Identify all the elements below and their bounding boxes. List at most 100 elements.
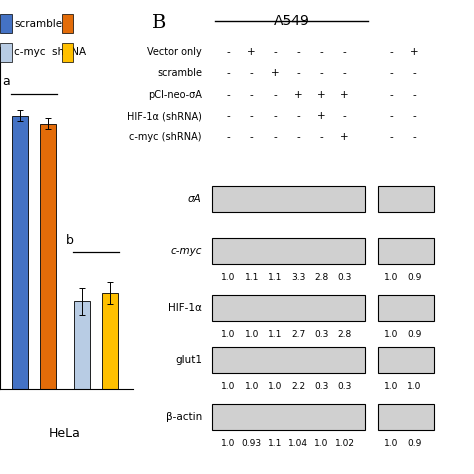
Text: 0.9: 0.9 (407, 273, 421, 282)
Text: -: - (227, 90, 230, 100)
Text: +: + (340, 132, 349, 143)
Text: -: - (296, 111, 300, 121)
Text: -: - (250, 90, 254, 100)
Text: -: - (250, 111, 254, 121)
Text: pCI-neo-σA: pCI-neo-σA (148, 90, 202, 100)
Bar (378, 404, 434, 430)
Text: 2.7: 2.7 (291, 330, 305, 338)
Text: 1.0: 1.0 (221, 382, 236, 391)
Text: -: - (343, 47, 346, 57)
Text: 1.0: 1.0 (384, 439, 398, 447)
Text: 3.3: 3.3 (291, 273, 305, 282)
Text: 1.0: 1.0 (407, 382, 421, 391)
Text: HIF-1α (shRNA): HIF-1α (shRNA) (127, 111, 202, 121)
Text: 1.0: 1.0 (245, 330, 259, 338)
Text: scramble: scramble (157, 68, 202, 79)
Text: 1.1: 1.1 (268, 273, 282, 282)
Text: 1.0: 1.0 (384, 330, 398, 338)
Text: 2.8: 2.8 (337, 330, 352, 338)
Text: -: - (227, 68, 230, 79)
Text: -: - (412, 68, 416, 79)
Bar (12, 116, 27, 389)
Bar (378, 295, 434, 321)
Text: -: - (389, 47, 393, 57)
Text: HIF-1α: HIF-1α (168, 303, 202, 313)
Text: A549: A549 (273, 14, 310, 28)
Text: -: - (412, 111, 416, 121)
Text: glut1: glut1 (175, 355, 202, 365)
Text: HeLa: HeLa (49, 427, 81, 440)
Text: -: - (250, 132, 254, 143)
Text: -: - (273, 132, 277, 143)
Bar (212, 186, 365, 212)
Bar (212, 404, 365, 430)
Bar (74, 301, 90, 389)
Text: 1.0: 1.0 (384, 382, 398, 391)
Text: 1.1: 1.1 (268, 439, 282, 447)
Text: -: - (227, 47, 230, 57)
Text: 0.9: 0.9 (407, 439, 421, 447)
Text: 1.04: 1.04 (288, 439, 308, 447)
Text: 1.1: 1.1 (245, 273, 259, 282)
Text: -: - (389, 111, 393, 121)
Text: +: + (294, 90, 302, 100)
Text: 0.3: 0.3 (314, 382, 328, 391)
Text: 1.0: 1.0 (221, 330, 236, 338)
Text: -: - (296, 68, 300, 79)
Text: -: - (343, 68, 346, 79)
Text: +: + (271, 68, 279, 79)
Bar (378, 238, 434, 264)
Text: 1.0: 1.0 (245, 382, 259, 391)
Bar (378, 347, 434, 374)
Text: -: - (296, 132, 300, 143)
Text: 1.1: 1.1 (268, 330, 282, 338)
Text: 1.0: 1.0 (384, 273, 398, 282)
Text: σA: σA (188, 194, 202, 204)
Text: 0.9: 0.9 (407, 330, 421, 338)
Text: -: - (389, 68, 393, 79)
Text: -: - (296, 47, 300, 57)
Text: +: + (317, 111, 326, 121)
Text: c-myc (shRNA): c-myc (shRNA) (129, 132, 202, 143)
Text: +: + (317, 90, 326, 100)
Text: 1.0: 1.0 (221, 439, 236, 447)
Text: -: - (319, 47, 323, 57)
Text: -: - (227, 111, 230, 121)
Text: -: - (319, 68, 323, 79)
Text: +: + (247, 47, 256, 57)
Text: 1.0: 1.0 (314, 439, 328, 447)
Text: 1.0: 1.0 (221, 273, 236, 282)
Text: c-myc: c-myc (171, 246, 202, 256)
Bar (212, 295, 365, 321)
Text: -: - (319, 132, 323, 143)
Text: a: a (2, 75, 10, 88)
Text: +: + (410, 47, 419, 57)
Text: -: - (389, 90, 393, 100)
Text: 0.93: 0.93 (242, 439, 262, 447)
Text: -: - (273, 90, 277, 100)
Text: scramble: scramble (14, 18, 63, 29)
Text: Vector only: Vector only (147, 47, 202, 57)
Text: -: - (389, 132, 393, 143)
Text: -: - (343, 111, 346, 121)
Text: +: + (340, 90, 349, 100)
Text: -: - (412, 132, 416, 143)
Text: 0.3: 0.3 (337, 382, 352, 391)
Text: β-actin: β-actin (166, 412, 202, 422)
Text: -: - (412, 90, 416, 100)
Text: -: - (227, 132, 230, 143)
Text: -: - (250, 68, 254, 79)
Text: -: - (273, 47, 277, 57)
Text: 2.8: 2.8 (314, 273, 328, 282)
Text: B: B (152, 14, 166, 32)
Text: -: - (273, 111, 277, 121)
Bar (40, 124, 56, 389)
Bar (102, 293, 118, 389)
Bar (378, 186, 434, 212)
Bar (212, 347, 365, 374)
Bar (212, 238, 365, 264)
Text: 0.3: 0.3 (314, 330, 328, 338)
Text: 1.02: 1.02 (335, 439, 355, 447)
Text: c-myc  shRNA: c-myc shRNA (14, 47, 86, 57)
Text: b: b (66, 234, 74, 246)
